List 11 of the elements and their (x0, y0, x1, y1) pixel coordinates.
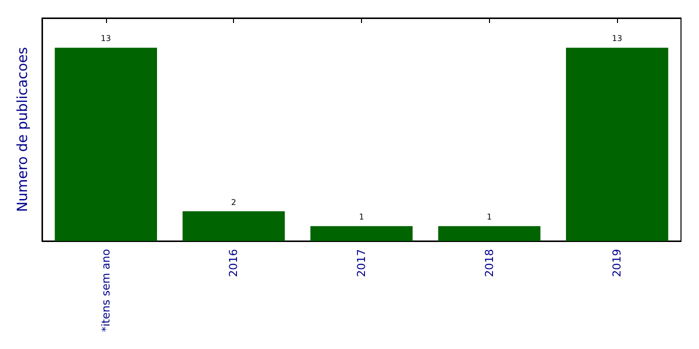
x-tick-label: *itens sem ano (99, 248, 112, 332)
data-label: 13 (100, 34, 111, 44)
x-tick-label: 2018 (482, 249, 496, 277)
data-label: 13 (612, 34, 622, 44)
y-axis-title: Numero de publicacoes (15, 47, 31, 212)
x-tick-label: 2017 (355, 249, 368, 277)
data-label: 1 (486, 212, 492, 222)
data-label: 2 (231, 198, 236, 207)
data-label: 1 (358, 212, 364, 222)
x-tick-label: 2016 (227, 249, 240, 277)
x-tick-label: 2019 (610, 249, 624, 277)
